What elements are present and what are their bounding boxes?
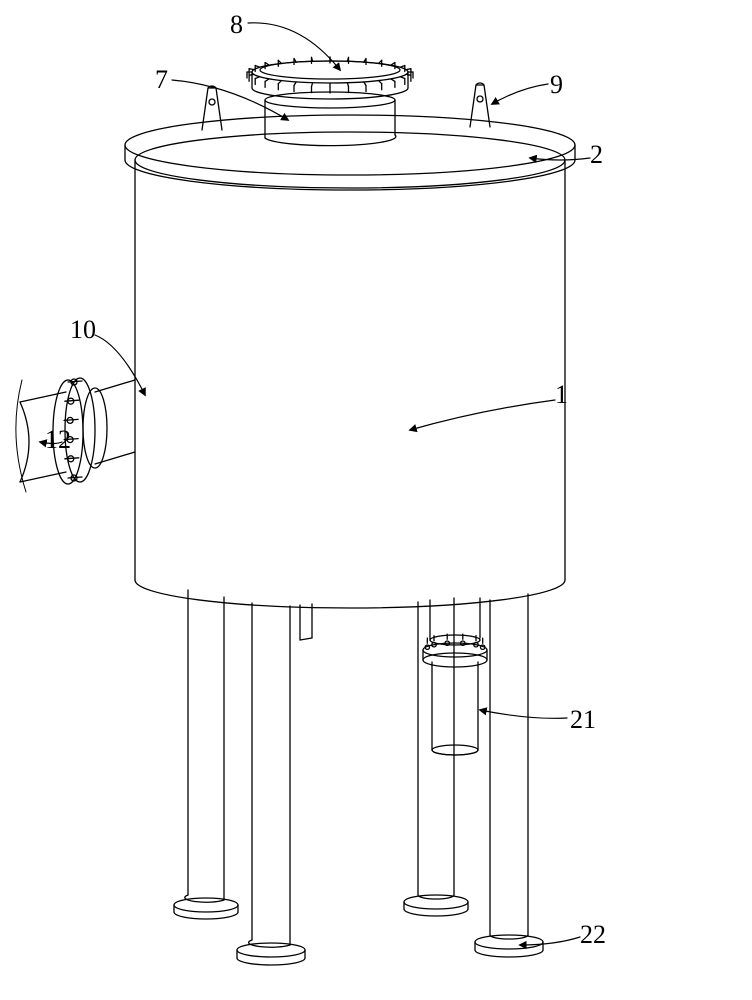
callout-22: 22 <box>580 920 606 950</box>
callout-12: 12 <box>45 425 71 455</box>
callout-1: 1 <box>555 380 568 410</box>
callout-21: 21 <box>570 705 596 735</box>
callout-7: 7 <box>155 65 168 95</box>
callout-8: 8 <box>230 10 243 40</box>
tank-diagram <box>0 0 752 1000</box>
callout-10: 10 <box>70 315 96 345</box>
callout-9: 9 <box>550 70 563 100</box>
callout-2: 2 <box>590 140 603 170</box>
